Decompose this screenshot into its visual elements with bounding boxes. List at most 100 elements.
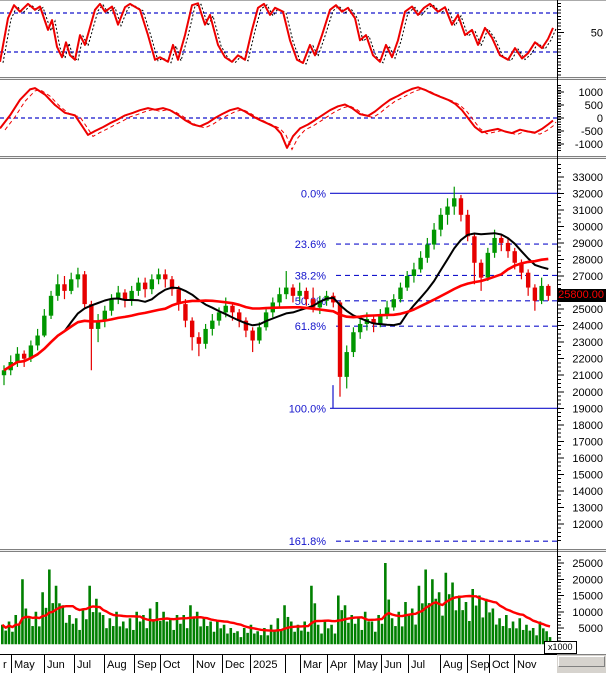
volume-bar [360,629,364,645]
stochastic-panel[interactable]: 50 [0,2,603,76]
volume-bar [242,628,246,645]
volume-bar [142,615,145,645]
stochastic-main-line [0,2,554,64]
axis-tick-label: 20000 [572,574,603,586]
month-label[interactable]: r [3,659,7,671]
candle-body [28,345,34,359]
volume-bar [81,608,85,645]
candle-body [357,323,363,333]
volume-bar [17,623,21,645]
volume-bar [447,594,451,645]
month-label[interactable]: Oct [163,659,180,671]
candle-body [485,252,491,278]
volume-bar [313,603,317,645]
month-label[interactable]: Aug [107,659,127,671]
volume-panel[interactable]: 25000 20000 15000 10000 5000 [0,556,603,645]
candle-body [405,275,410,288]
month-label[interactable]: Jul [77,659,91,671]
scrollbar-thumb[interactable] [558,656,605,667]
axis-tick-label: 15000 [572,469,603,481]
axis-tick-label: 13000 [572,503,603,515]
candle-body [156,274,161,280]
candle-body [263,312,269,328]
volume-bar [195,611,199,645]
volume-bar [74,618,78,645]
month-label[interactable]: Nov [517,659,537,671]
volume-bar [185,628,189,645]
volume-bar [169,618,172,645]
candle-body [203,328,208,344]
candles-group[interactable] [1,186,551,397]
volume-bar [353,623,357,645]
month-label[interactable]: 2025 [253,659,277,671]
candle-body [95,320,101,329]
volume-bar [172,629,175,645]
volume-bar [370,621,374,645]
panel-separator[interactable] [0,156,606,159]
candle-body [129,290,134,300]
volume-bar [236,631,239,645]
time-axis[interactable]: r May Jun Jul Aug Sep Oct Nov Dec 2025 Mar Apr May Ju… [0,654,606,673]
month-label[interactable]: Aug [443,659,463,671]
axis-tick-label: 27000 [572,271,603,283]
volume-bar [491,608,495,645]
volume-bar [468,621,471,645]
volume-bar [286,616,290,645]
candle-body [122,292,128,300]
volume-bar [390,618,394,645]
candle-body [418,257,423,270]
volume-bar [189,605,192,645]
volume-bar [246,632,249,645]
candle-body [169,279,175,290]
month-label[interactable]: Jul [411,659,425,671]
scrollbar-corner[interactable] [557,654,606,673]
volume-bar [531,628,535,645]
candle-body [35,335,40,346]
candle-body [116,292,121,300]
month-label[interactable]: Mar [303,659,322,671]
candle-body [512,251,517,263]
volume-bar [434,598,438,645]
candle-body [431,229,437,245]
volume-bar [148,608,152,645]
month-label[interactable]: Sep [137,659,157,671]
candle-body [519,262,524,273]
volume-bar [138,621,142,645]
month-label[interactable]: Nov [196,659,216,671]
volume-bar [192,616,196,645]
volume-bar [239,637,243,645]
candle-body [243,320,249,331]
month-label[interactable]: May [357,659,378,671]
axis-tick-label: -1000 [575,139,603,151]
month-label[interactable]: Jun [384,659,402,671]
volume-bar [471,589,474,645]
volume-bar [538,621,542,645]
month-label[interactable]: Sep [470,659,490,671]
volume-bar [34,611,38,645]
volume-bar [323,621,327,645]
volume-bar [14,615,18,645]
candle-body [438,214,443,230]
volume-bar [330,624,333,645]
volume-bar [111,626,115,645]
volume-bar [293,631,296,645]
month-label[interactable]: Oct [492,659,509,671]
volume-bar [310,585,313,645]
panel-separator[interactable] [0,77,606,80]
month-label[interactable]: Jun [47,659,65,671]
month-label[interactable]: Dec [225,659,245,671]
volume-bar [68,615,71,645]
candle-body [337,302,343,377]
candle-body [452,198,457,207]
axis-tick-label: 14000 [572,486,603,498]
volume-bar [145,628,149,645]
month-label[interactable]: Apr [330,659,347,671]
axis-tick-label: 29000 [572,238,603,250]
candle-body [378,314,383,324]
volume-bar [21,579,24,645]
panel-separator[interactable] [0,549,606,552]
month-label[interactable]: May [14,659,35,671]
volume-bar [350,615,354,645]
